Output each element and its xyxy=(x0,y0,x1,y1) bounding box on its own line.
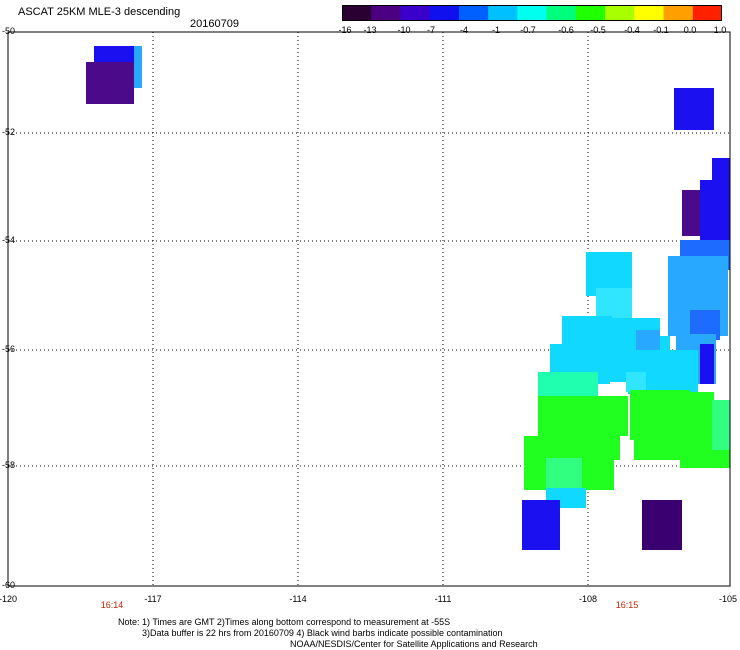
longitude-label: -120 xyxy=(0,594,18,604)
note-line-2: 3)Data buffer is 22 hrs from 20160709 4)… xyxy=(142,628,503,638)
swath-cell xyxy=(642,500,682,550)
colorbar-tick-label: -0.7 xyxy=(520,25,536,35)
colorbar xyxy=(342,5,722,21)
latitude-label: -60 xyxy=(2,580,16,590)
colorbar-segment xyxy=(546,5,577,21)
colorbar-segment xyxy=(488,5,518,21)
colorbar-tick-label: 0.0 xyxy=(683,25,697,35)
latitude-label: -58 xyxy=(2,460,16,470)
swath-cell xyxy=(700,344,714,384)
colorbar-segment xyxy=(429,5,460,21)
time-label: 16:14 xyxy=(100,600,124,610)
longitude-label: -114 xyxy=(289,594,307,604)
longitude-label: -108 xyxy=(578,594,598,604)
colorbar-segment xyxy=(634,5,665,21)
credit-line: NOAA/NESDIS/Center for Satellite Applica… xyxy=(290,639,538,649)
swath-cell xyxy=(86,62,134,104)
latitude-label: -52 xyxy=(2,127,16,137)
latitude-label: -56 xyxy=(2,344,16,354)
colorbar-tick-label: -0.4 xyxy=(624,25,640,35)
colorbar-segment xyxy=(605,5,635,21)
colorbar-segment xyxy=(517,5,548,21)
swath-cell xyxy=(522,500,560,550)
chart-title: ASCAT 25KM MLE-3 descending xyxy=(18,6,181,18)
colorbar-tick-label: -0.5 xyxy=(590,25,606,35)
swath-cell xyxy=(134,46,142,88)
time-label: 16:15 xyxy=(615,600,639,610)
swath-cell xyxy=(636,330,660,350)
swath-cell xyxy=(570,330,600,350)
colorbar-tick-label: -16 xyxy=(338,25,352,35)
colorbar-tick-label: -1 xyxy=(491,25,501,35)
swath-cell xyxy=(546,458,582,490)
colorbar-segment xyxy=(458,5,489,21)
ascat-swath xyxy=(86,46,730,550)
latitude-label: -50 xyxy=(2,26,16,36)
colorbar-segment xyxy=(342,5,372,21)
note-line-1: Note: 1) Times are GMT 2)Times along bot… xyxy=(118,617,451,627)
colorbar-segment xyxy=(663,5,694,21)
longitude-label: -111 xyxy=(434,594,452,604)
swath-cell xyxy=(712,400,730,450)
plot-frame xyxy=(7,31,731,587)
colorbar-segment xyxy=(575,5,606,21)
colorbar-tick-label: -0.6 xyxy=(558,25,574,35)
colorbar-segment xyxy=(692,5,722,21)
colorbar-tick-label: -10 xyxy=(397,25,411,35)
graticule xyxy=(8,32,730,586)
colorbar-segment xyxy=(371,5,401,21)
colorbar-border xyxy=(342,5,722,21)
swath-cell xyxy=(700,180,730,240)
swath-cell xyxy=(634,440,684,460)
date-label: 20160709 xyxy=(190,18,239,30)
swath-cell xyxy=(626,372,646,392)
latitude-label: -54 xyxy=(2,235,16,245)
colorbar-tick-label: -4 xyxy=(459,25,469,35)
colorbar-tick-label: -7 xyxy=(426,25,436,35)
colorbar-tick-label: 1.0 xyxy=(713,25,727,35)
longitude-label: -105 xyxy=(718,594,738,604)
longitude-label: -117 xyxy=(144,594,162,604)
colorbar-segment xyxy=(400,5,431,21)
swath-cell xyxy=(674,88,714,130)
swath-cell xyxy=(560,400,620,460)
colorbar-tick-label: -0.1 xyxy=(653,25,669,35)
colorbar-tick-label: -13 xyxy=(363,25,377,35)
